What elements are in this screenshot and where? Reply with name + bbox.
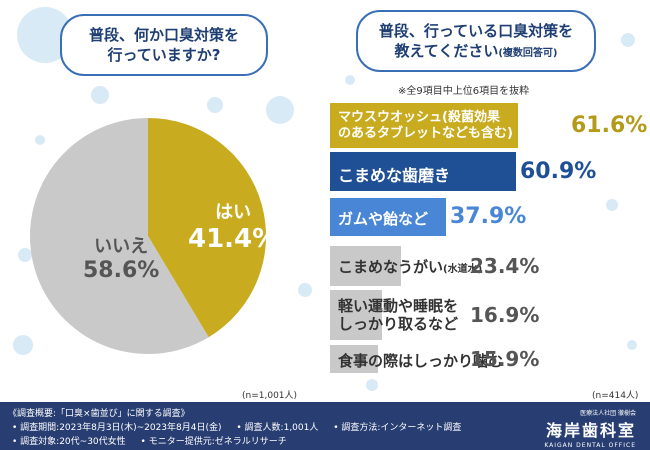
bar-value-5: 15.9%: [470, 347, 540, 371]
selection-note: ※全9項目中上位6項目を抜粋: [398, 86, 530, 97]
bar-label-0-line2: のあるタブレットなども含む): [338, 125, 513, 141]
bar-question-line1: 普段、行っている口臭対策を: [378, 22, 574, 40]
footer-title: 《調査概要:「口臭×歯並び」に関する調査》: [8, 409, 190, 419]
footer-line2: • 調査期間:2023年8月3日(木)~2023年8月4日(金) • 調査人数:…: [12, 420, 461, 433]
logo-corporation: 医療法人社団 徹樹会: [580, 410, 636, 417]
footer-line3: • 調査対象:20代~30代女性 • モニター提供元:ゼネラルリサーチ: [12, 434, 287, 447]
bar-label-1: こまめな歯磨き: [338, 165, 451, 185]
bar-label-0-line1: マウスウオッシュ(殺菌効果: [338, 109, 500, 125]
bar-3: [330, 246, 401, 286]
clinic-logo: 医療法人社団 徹樹会 海岸歯科室 KAIGAN DENTAL OFFICE: [544, 408, 636, 449]
pie-label-yes: はい: [215, 202, 252, 223]
background-decoration: [13, 7, 637, 391]
bar-value-4: 16.9%: [470, 303, 540, 327]
bar-value-2: 37.9%: [450, 204, 527, 229]
bar-value-3: 23.4%: [470, 254, 540, 278]
bar-sample-size: (n=414人): [592, 391, 639, 401]
pie-slice-yes: [148, 118, 266, 338]
pie-question-bubble: 普段、何か口臭対策を 行っていますか?: [60, 14, 268, 76]
pie-slice-no: [29, 118, 209, 354]
logo-english: KAIGAN DENTAL OFFICE: [544, 442, 636, 449]
bar-question-line2-wrap: 教えてください(複数回答可): [358, 41, 594, 64]
pie-question-line1: 普段、何か口臭対策を: [88, 26, 239, 44]
footer-method: • 調査方法:インターネット調査: [333, 423, 462, 433]
bar-label-3-main: こまめなうがい: [338, 258, 444, 276]
pie-label-no-group: いいえ 58.6%: [83, 232, 159, 283]
footer-period: • 調査期間:2023年8月3日(木)~2023年8月4日(金): [12, 423, 222, 433]
footer-provider: • モニター提供元:ゼネラルリサーチ: [140, 437, 287, 447]
bar-value-0: 61.6%: [571, 112, 648, 138]
bar-value-1: 60.9%: [520, 158, 597, 184]
survey-footer: 《調査概要:「口臭×歯並び」に関する調査》 • 調査期間:2023年8月3日(木…: [0, 402, 650, 450]
bar-question-suffix: (複数回答可): [498, 48, 558, 59]
footer-people: • 調査人数:1,001人: [236, 423, 319, 433]
pie-question-line2: 行っていますか?: [107, 46, 221, 64]
bar-label-3-suffix: (水道水): [443, 264, 483, 275]
pie-label-yes-group: はい 41.4%: [188, 198, 278, 254]
bar-question-bubble: 普段、行っている口臭対策を 教えてください(複数回答可): [356, 10, 596, 72]
bar-1: [330, 152, 516, 191]
bar-label-4-line1: 軽い運動や睡眠を: [338, 297, 459, 315]
bar-label-5: 食事の際はしっかり噛む: [338, 351, 504, 370]
bar-label-4: 軽い運動や睡眠を しっかり取るなど: [338, 297, 458, 333]
bar-5: [330, 345, 378, 373]
bar-0: [330, 103, 518, 148]
pie-label-no: いいえ: [94, 236, 149, 257]
logo-name: 海岸歯科室: [545, 421, 636, 440]
footer-target: • 調査対象:20代~30代女性: [12, 437, 126, 447]
pie-value-yes: 41.4%: [188, 224, 279, 254]
bar-label-4-line2: しっかり取るなど: [338, 315, 459, 333]
bar-label-3: こまめなうがい(水道水): [338, 256, 482, 277]
bar-4: [330, 290, 382, 340]
bar-2: [330, 198, 446, 236]
pie-chart: [29, 118, 266, 354]
pie-value-no: 58.6%: [83, 258, 160, 283]
pie-sample-size: (n=1,001人): [242, 391, 298, 401]
bar-question-line2: 教えてください: [394, 42, 499, 60]
bar-label-0: マウスウオッシュ(殺菌効果 のあるタブレットなども含む): [338, 110, 513, 142]
bar-label-2: ガムや飴など: [338, 209, 429, 228]
